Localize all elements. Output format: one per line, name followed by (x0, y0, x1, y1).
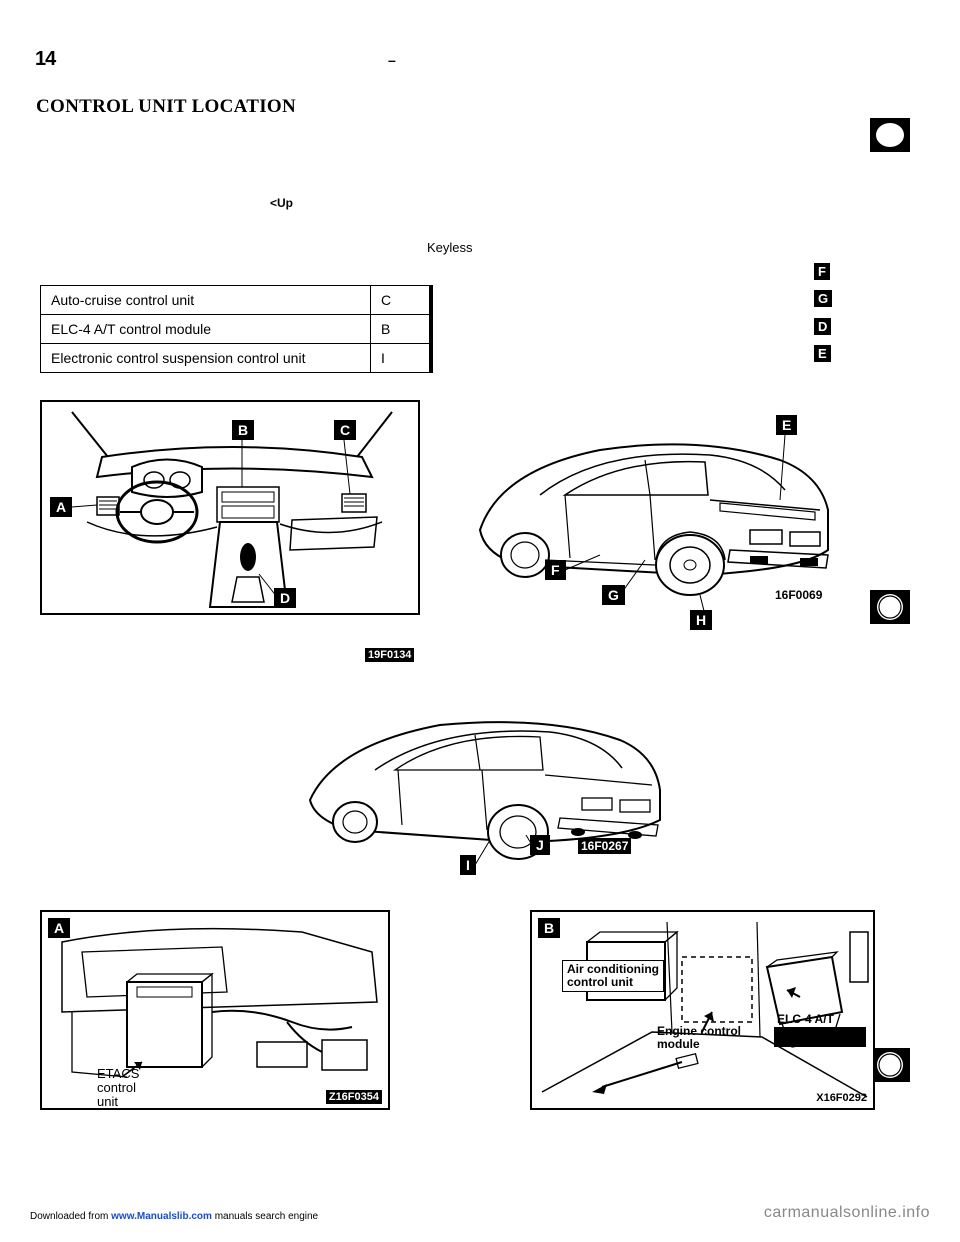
label-A: A (50, 497, 72, 517)
engine-text: Engine control module (657, 1025, 741, 1051)
section-title: CONTROL UNIT LOCATION (36, 96, 296, 118)
label-G: G (602, 585, 625, 605)
etacs-line: unit (97, 1095, 139, 1109)
label-C: C (334, 420, 356, 440)
footer-site: carmanualsonline.info (764, 1204, 930, 1222)
etacs-svg (42, 912, 392, 1112)
label-J: J (530, 835, 550, 855)
etacs-line: control (97, 1081, 139, 1095)
label-E: E (776, 415, 797, 435)
unit-name: ELC-4 A/T control module (41, 315, 371, 344)
figure-etacs: A ETACS control unit Z16F0354 (40, 910, 390, 1110)
unit-letter: I (371, 344, 431, 373)
header-dash: – (388, 52, 396, 68)
figure-dashboard: A B C D (40, 400, 420, 615)
figure-rear-exterior: E F G H 16F0069 (450, 400, 845, 625)
unit-name: Electronic control suspension control un… (41, 344, 371, 373)
engine-line: module (657, 1038, 741, 1051)
unit-letter: C (371, 286, 431, 315)
fig5-code: X16F0292 (816, 1092, 867, 1104)
label-B: B (232, 420, 254, 440)
punch-mark-mid (870, 590, 910, 624)
footer-prefix: Downloaded from (30, 1211, 111, 1222)
table-row: Auto-cruise control unit C (41, 286, 431, 315)
label-H: H (690, 610, 712, 630)
label-F: F (545, 560, 566, 580)
footer-link[interactable]: www.Manualslib.com (111, 1211, 212, 1222)
fig1-code: 19F0134 (365, 648, 414, 662)
label-A2: A (48, 918, 70, 938)
etacs-line: ETACS (97, 1067, 139, 1081)
figure-ac-engine: B Air conditioning control unit Engine c… (530, 910, 875, 1110)
etacs-text: ETACS control unit (97, 1067, 139, 1109)
right-letter-D: D (814, 318, 831, 335)
fig3-code: 16F0267 (578, 838, 631, 854)
fig2-code: 16F0069 (775, 588, 822, 602)
label-D: D (274, 588, 296, 608)
figure-rear-ij: I J 16F0267 (290, 690, 670, 870)
right-letter-E: E (814, 345, 831, 362)
label-I: I (460, 855, 476, 875)
ac-text: Air conditioning control unit (562, 960, 664, 992)
fragment-keyless: Keyless (427, 240, 473, 255)
elc-blackbar (774, 1027, 866, 1047)
label-B2: B (538, 918, 560, 938)
punch-mark-top (870, 118, 910, 152)
elc-text: ELC-4 A/T (777, 1012, 834, 1026)
footer-suffix: manuals search engine (212, 1211, 318, 1222)
unit-table: Auto-cruise control unit C ELC-4 A/T con… (40, 285, 433, 373)
fragment-up: <Up (270, 196, 293, 210)
table-row: Electronic control suspension control un… (41, 344, 431, 373)
right-letter-G: G (814, 290, 832, 307)
fig4-code: Z16F0354 (326, 1090, 382, 1104)
ac-line: control unit (567, 976, 659, 989)
right-letter-F: F (814, 263, 830, 280)
footer-download: Downloaded from www.Manualslib.com manua… (30, 1211, 318, 1222)
page-number: 14 (35, 48, 55, 71)
table-row: ELC-4 A/T control module B (41, 315, 431, 344)
unit-letter: B (371, 315, 431, 344)
unit-name: Auto-cruise control unit (41, 286, 371, 315)
